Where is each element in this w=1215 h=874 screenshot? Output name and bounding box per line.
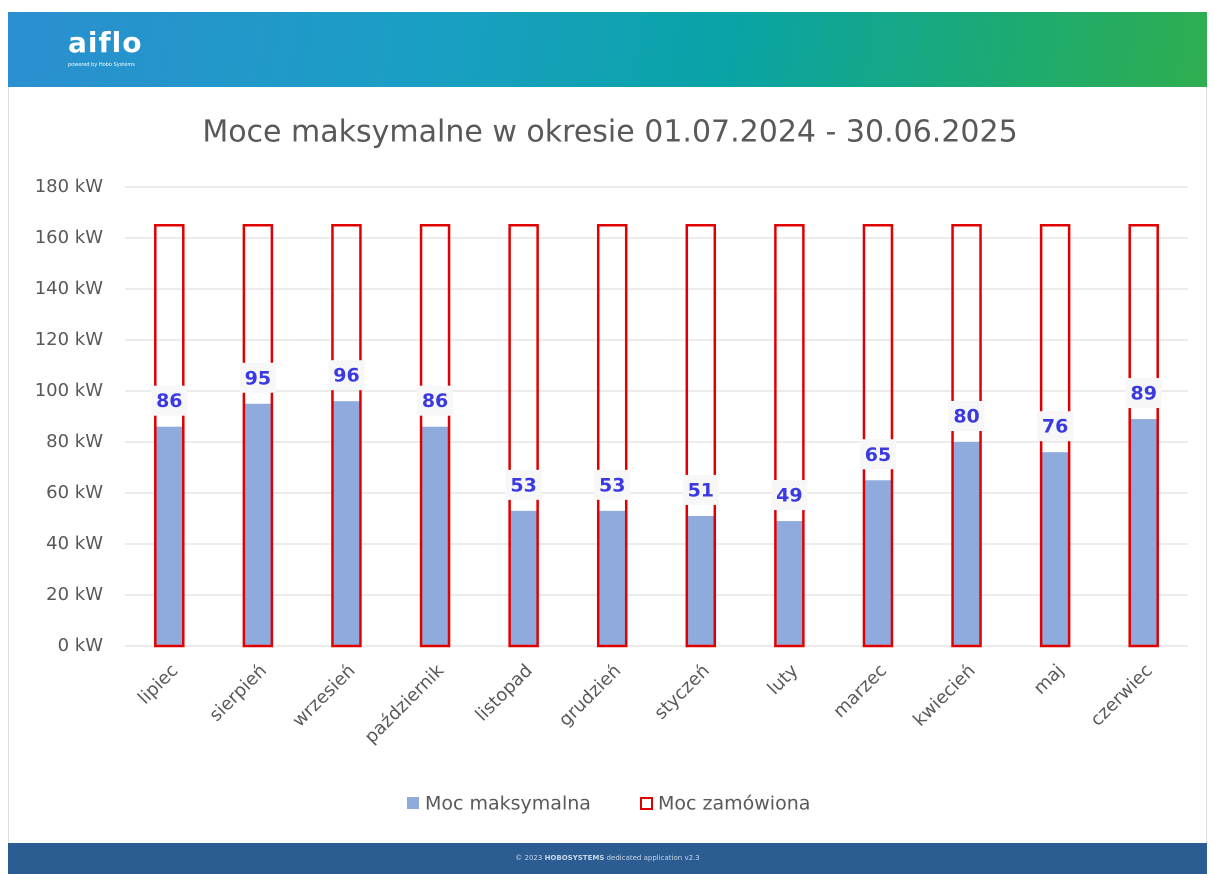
data-label: 76 (1042, 416, 1068, 438)
tagline: powered by Hobo Systems (68, 62, 135, 68)
bar (1129, 419, 1158, 646)
data-label: 49 (776, 485, 802, 507)
bar-outline (596, 224, 628, 648)
data-label: 86 (422, 390, 448, 412)
bar (775, 521, 804, 646)
data-label: 65 (865, 444, 891, 466)
y-tick-label: 40 kW (46, 533, 103, 554)
data-label-box (1125, 378, 1162, 409)
bar-outline (154, 224, 185, 648)
data-label: 96 (333, 365, 359, 387)
legend-label: Moc maksymalna (425, 793, 591, 815)
data-label-box (859, 439, 896, 470)
x-tick-label: listopad (471, 660, 536, 725)
x-tick-label: czerwiec (1086, 660, 1156, 730)
legend-swatch (407, 797, 419, 809)
x-tick-label: grudzień (555, 660, 625, 730)
bar-outline (331, 224, 362, 648)
bar-outline (774, 224, 805, 648)
y-tick-label: 20 kW (46, 584, 103, 605)
bar (155, 426, 184, 646)
data-label: 53 (510, 474, 536, 496)
data-label-box (505, 469, 542, 500)
bar-outline (242, 224, 274, 648)
x-tick-label: lipiec (134, 660, 182, 708)
bar (421, 426, 450, 646)
footer-text: © 2023 (515, 854, 543, 862)
footer: © 2023 HOBOSYSTEMS dedicated application… (8, 843, 1207, 874)
data-label: 89 (1130, 383, 1156, 405)
data-label-box (948, 401, 985, 431)
footer-brand: HOBOSYSTEMS (544, 854, 605, 862)
data-label: 86 (156, 390, 182, 412)
y-tick-label: 60 kW (46, 482, 103, 503)
bar-outline (1128, 224, 1159, 648)
bar (686, 515, 715, 646)
footer-text: dedicated application v2.3 (606, 854, 700, 862)
y-tick-label: 140 kW (35, 278, 104, 299)
bar (332, 401, 361, 646)
data-label-box (594, 469, 631, 500)
bar (952, 442, 981, 646)
data-label-box (1037, 411, 1074, 442)
bar (598, 510, 627, 646)
bar (243, 403, 272, 646)
x-tick-label: wrzesień (288, 660, 359, 731)
y-tick-label: 80 kW (46, 431, 103, 452)
legend-swatch (640, 797, 653, 810)
bar (1041, 452, 1070, 646)
bar-outline (508, 224, 539, 648)
data-label-box (151, 385, 188, 416)
y-tick-label: 120 kW (35, 329, 104, 350)
data-label: 53 (599, 474, 625, 496)
x-tick-label: luty (763, 660, 802, 699)
content (8, 87, 1207, 843)
x-tick-label: styczeń (650, 660, 714, 724)
y-tick-label: 100 kW (35, 380, 104, 401)
bar-outline (685, 224, 717, 648)
bar-outline (862, 224, 894, 648)
x-tick-label: maj (1030, 660, 1069, 699)
data-label-box (771, 480, 808, 511)
data-label: 80 (953, 406, 979, 428)
logo[interactable]: aiflo (68, 26, 143, 59)
bar (509, 510, 538, 646)
bar-outline (419, 224, 451, 648)
legend-label: Moc zamówiona (658, 793, 810, 815)
data-label: 51 (688, 479, 714, 501)
x-tick-label: kwiecień (909, 660, 979, 730)
y-tick-label: 0 kW (58, 635, 104, 656)
x-tick-label: październik (361, 660, 449, 748)
x-tick-label: sierpień (205, 660, 271, 726)
header: aiflo powered by Hobo Systems (8, 12, 1207, 87)
data-label-box (682, 474, 719, 505)
bar-outline (951, 224, 982, 648)
bar (863, 480, 892, 646)
data-label-box (328, 360, 365, 391)
x-tick-label: marzec (829, 660, 891, 722)
data-label-box (417, 385, 454, 416)
y-tick-label: 160 kW (35, 227, 104, 248)
data-label-box (239, 362, 276, 393)
chart-title: Moce maksymalne w okresie 01.07.2024 - 3… (202, 115, 1017, 150)
data-label: 95 (245, 367, 271, 389)
y-tick-label: 180 kW (35, 176, 104, 197)
